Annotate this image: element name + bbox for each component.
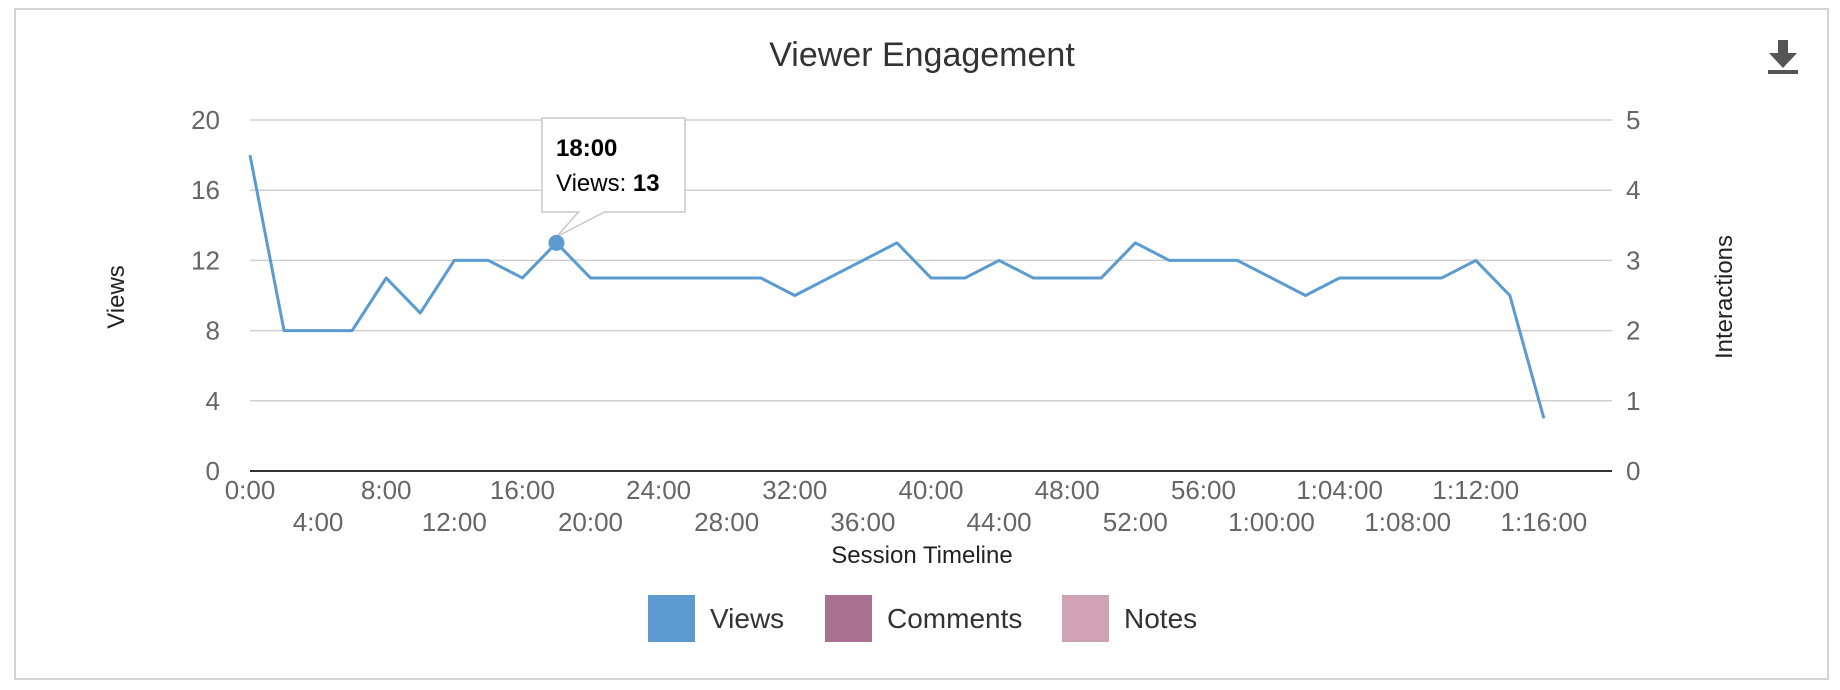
x-tick-label: 1:12:00 — [1432, 475, 1519, 505]
legend-label-notes[interactable]: Notes — [1124, 603, 1197, 634]
x-tick-label: 12:00 — [422, 507, 487, 537]
chart-title: Viewer Engagement — [769, 36, 1075, 74]
y2-tick-label: 3 — [1626, 245, 1640, 275]
x-tick-label: 16:00 — [490, 475, 555, 505]
legend-swatch-notes[interactable] — [1062, 595, 1109, 642]
y-axis-ticks: 0 4 8 12 16 20 — [191, 105, 220, 486]
legend-swatch-views[interactable] — [648, 595, 695, 642]
x-tick-label: 40:00 — [898, 475, 963, 505]
tooltip: 18:00 Views: 13 — [541, 117, 686, 251]
y2-tick-label: 4 — [1626, 175, 1640, 205]
legend-swatch-comments[interactable] — [825, 595, 872, 642]
y-axis-title: Views — [103, 265, 130, 329]
x-tick-label: 24:00 — [626, 475, 691, 505]
x-tick-label: 4:00 — [293, 507, 344, 537]
x-tick-label: 52:00 — [1103, 507, 1168, 537]
x-tick-label: 20:00 — [558, 507, 623, 537]
series-line-views — [248, 154, 1546, 419]
y2-tick-label: 2 — [1626, 316, 1640, 346]
legend-label-comments[interactable]: Comments — [887, 603, 1022, 634]
tooltip-title: 18:00 — [556, 135, 617, 162]
legend: Views Comments Notes — [648, 595, 1197, 642]
y-tick-label: 16 — [191, 175, 220, 205]
x-tick-label: 32:00 — [762, 475, 827, 505]
x-tick-label: 28:00 — [694, 507, 759, 537]
x-tick-label: 44:00 — [967, 507, 1032, 537]
x-tick-label: 8:00 — [361, 475, 412, 505]
x-tick-label: 1:00:00 — [1228, 507, 1315, 537]
x-tick-label: 0:00 — [225, 475, 276, 505]
series-lines — [248, 154, 1546, 419]
x-tick-label: 1:16:00 — [1501, 507, 1588, 537]
y-tick-label: 12 — [191, 245, 220, 275]
y2-tick-label: 5 — [1626, 105, 1640, 135]
y-tick-label: 4 — [206, 386, 220, 416]
y2-axis-ticks: 0 1 2 3 4 5 — [1626, 105, 1640, 486]
grid-lines — [250, 119, 1612, 472]
x-tick-label: 36:00 — [830, 507, 895, 537]
y-tick-label: 20 — [191, 105, 220, 135]
tooltip-value: Views: 13 — [556, 170, 660, 197]
y2-tick-label: 0 — [1626, 456, 1640, 486]
x-axis-title: Session Timeline — [831, 542, 1012, 569]
x-tick-label: 1:04:00 — [1296, 475, 1383, 505]
y2-axis-title: Interactions — [1711, 235, 1738, 359]
y-tick-label: 8 — [206, 316, 220, 346]
x-tick-label: 48:00 — [1035, 475, 1100, 505]
legend-label-views[interactable]: Views — [710, 603, 784, 634]
y-tick-label: 0 — [206, 456, 220, 486]
x-tick-label: 1:08:00 — [1364, 507, 1451, 537]
x-axis-ticks: 0:00 4:00 8:00 12:0016:0020:0024:0028:0032:… — [225, 475, 1588, 537]
y2-tick-label: 1 — [1626, 386, 1640, 416]
hovered-point[interactable] — [548, 234, 565, 251]
tooltip-box — [541, 117, 686, 238]
download-icon[interactable] — [1766, 40, 1800, 74]
x-tick-label: 56:00 — [1171, 475, 1236, 505]
